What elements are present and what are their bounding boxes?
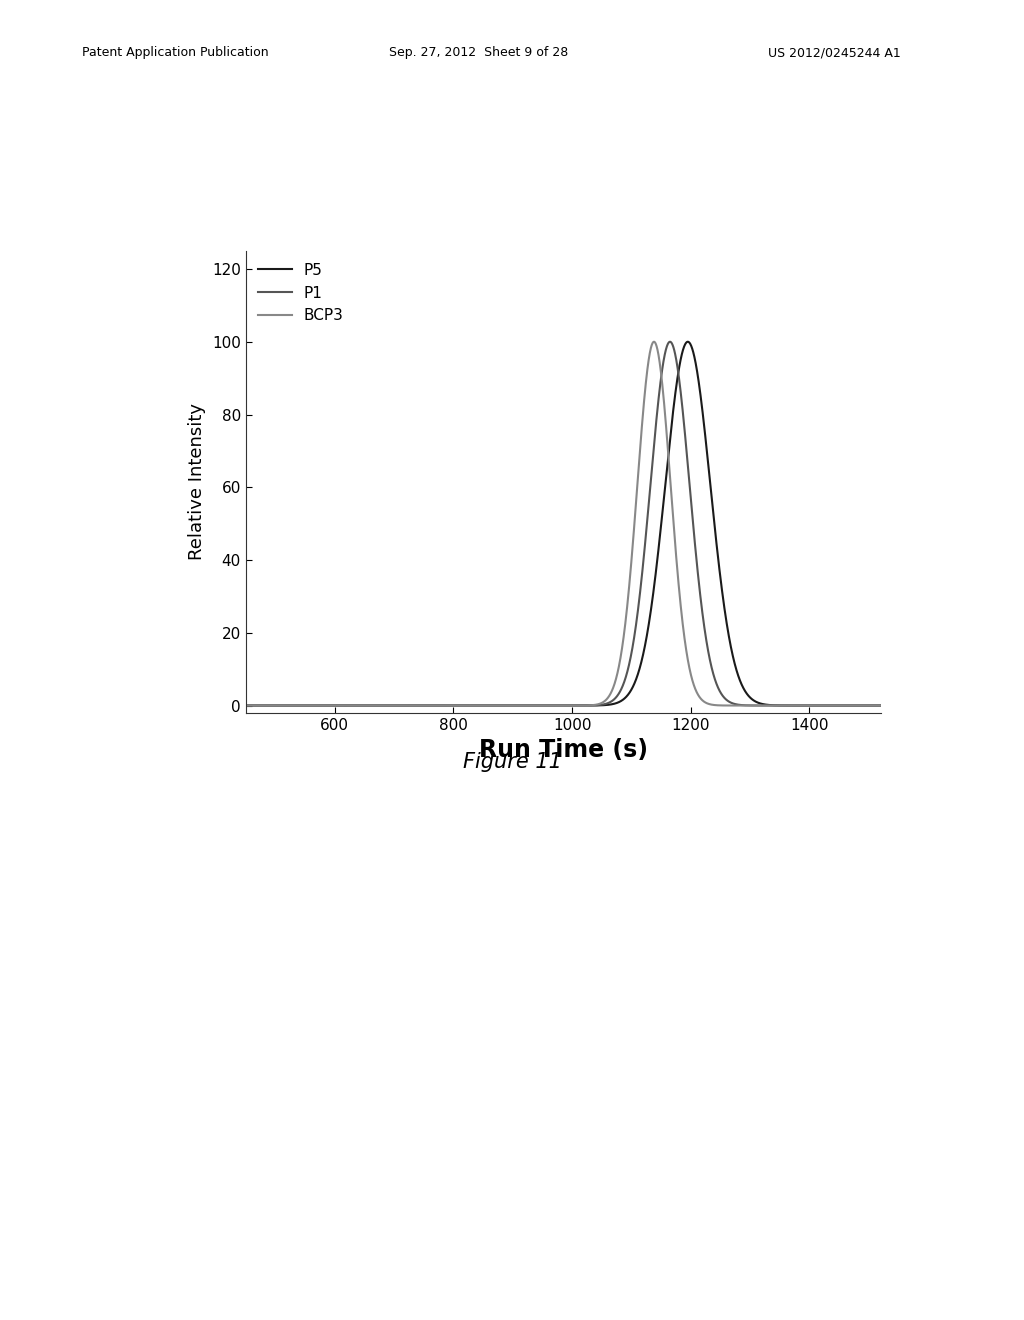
Legend: P5, P1, BCP3: P5, P1, BCP3 (253, 259, 348, 327)
BCP3 (210, 697, 222, 713)
P1 (637, 556, 649, 572)
P5 (796, 697, 808, 713)
P1 (210, 697, 222, 713)
Line: P1: P1 (216, 342, 928, 705)
P1 (482, 697, 495, 713)
X-axis label: Run Time (s): Run Time (s) (478, 738, 648, 762)
BCP3 (796, 697, 808, 713)
P5 (210, 697, 222, 713)
P5 (922, 697, 934, 713)
BCP3 (648, 334, 660, 350)
Text: Sep. 27, 2012  Sheet 9 of 28: Sep. 27, 2012 Sheet 9 of 28 (389, 46, 568, 59)
P1 (922, 697, 934, 713)
BCP3 (741, 697, 754, 713)
P5 (637, 647, 649, 663)
P5 (673, 360, 685, 376)
P5 (482, 697, 495, 713)
P5 (741, 686, 754, 702)
Text: Patent Application Publication: Patent Application Publication (82, 46, 268, 59)
Text: US 2012/0245244 A1: US 2012/0245244 A1 (768, 46, 901, 59)
BCP3 (482, 697, 495, 713)
P1 (339, 697, 351, 713)
P5 (339, 697, 351, 713)
BCP3 (339, 697, 351, 713)
P1 (796, 697, 808, 713)
P1 (741, 697, 754, 713)
Y-axis label: Relative Intensity: Relative Intensity (188, 404, 207, 560)
BCP3 (673, 583, 685, 599)
BCP3 (922, 697, 934, 713)
Text: Figure 11: Figure 11 (463, 752, 561, 772)
P1 (673, 372, 685, 388)
Line: BCP3: BCP3 (216, 342, 928, 705)
P1 (664, 334, 676, 350)
P5 (682, 334, 694, 350)
BCP3 (637, 404, 649, 420)
Line: P5: P5 (216, 342, 928, 705)
